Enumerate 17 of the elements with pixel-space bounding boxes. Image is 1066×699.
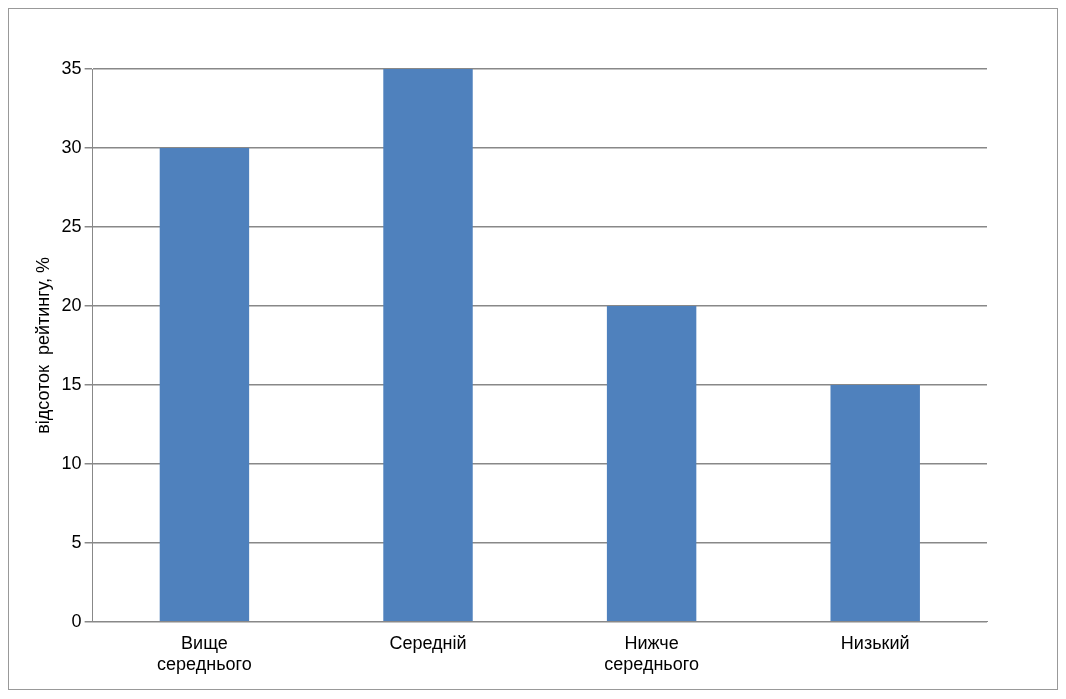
bar [383, 69, 473, 622]
y-tick-label: 5 [71, 531, 82, 552]
bar [159, 147, 250, 622]
y-axis-title: відсоток рейтингу, % [32, 256, 53, 434]
y-tick-label: 35 [61, 57, 82, 78]
bar [606, 305, 697, 622]
y-tick-label: 20 [61, 294, 82, 315]
x-tick-label: Низький [840, 632, 910, 653]
x-tick-label: Середній [389, 632, 467, 653]
x-tick-label: Нижче середнього [604, 632, 699, 675]
y-tick-label: 10 [61, 452, 82, 473]
y-tick-label: 0 [71, 610, 82, 631]
y-tick-label: 30 [61, 136, 82, 157]
bar [830, 384, 920, 622]
x-tick-label: Вище середнього [157, 632, 252, 675]
y-tick-label: 25 [61, 215, 82, 236]
y-tick-label: 15 [61, 373, 82, 394]
